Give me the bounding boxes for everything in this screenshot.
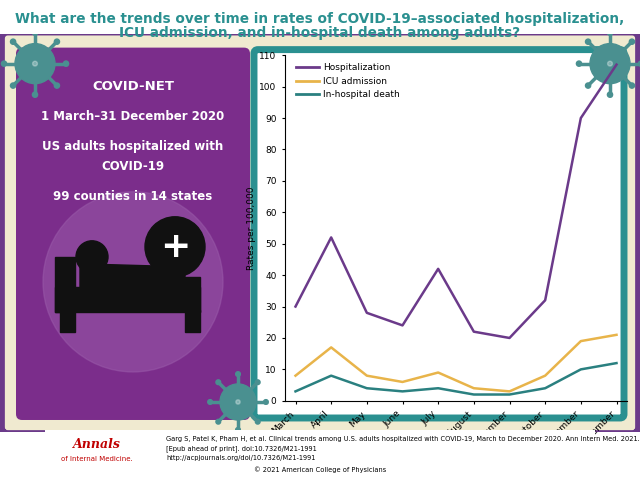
Text: © 2021 American College of Physicians: © 2021 American College of Physicians [254, 466, 386, 473]
Circle shape [33, 92, 38, 97]
Circle shape [236, 428, 241, 432]
Circle shape [602, 69, 609, 74]
Y-axis label: Rates per 100,000: Rates per 100,000 [248, 186, 257, 270]
Circle shape [629, 39, 634, 44]
Text: 1 March–31 December 2020: 1 March–31 December 2020 [42, 110, 225, 123]
Circle shape [15, 44, 55, 84]
Circle shape [28, 69, 33, 74]
Circle shape [607, 61, 612, 66]
Circle shape [216, 380, 221, 384]
Polygon shape [185, 277, 200, 312]
Circle shape [43, 192, 223, 372]
Circle shape [36, 69, 42, 74]
Text: US adults hospitalized with: US adults hospitalized with [42, 140, 223, 153]
Circle shape [236, 372, 241, 376]
Circle shape [607, 30, 612, 35]
Text: [Epub ahead of print]. doi:10.7326/M21-1991: [Epub ahead of print]. doi:10.7326/M21-1… [166, 445, 317, 452]
Circle shape [629, 83, 634, 88]
Circle shape [208, 400, 212, 404]
Polygon shape [60, 310, 75, 332]
Polygon shape [55, 287, 200, 312]
Text: of Internal Medicine.: of Internal Medicine. [61, 456, 133, 462]
Circle shape [590, 44, 630, 84]
Circle shape [41, 60, 47, 67]
Circle shape [255, 380, 260, 384]
Text: What are the trends over time in rates of COVID-19–associated hospitalization,: What are the trends over time in rates o… [15, 12, 625, 26]
Polygon shape [185, 310, 200, 332]
Text: Annals: Annals [73, 438, 121, 451]
Circle shape [33, 61, 37, 66]
FancyBboxPatch shape [23, 428, 617, 477]
Circle shape [145, 217, 205, 277]
X-axis label: Month: Month [437, 456, 475, 467]
Text: 99 counties in 14 states: 99 counties in 14 states [53, 190, 212, 203]
Circle shape [239, 406, 244, 412]
Circle shape [33, 30, 38, 35]
Circle shape [23, 60, 29, 67]
Text: COVID-19: COVID-19 [101, 160, 164, 173]
Circle shape [227, 399, 232, 405]
Legend: Hospitalization, ICU admission, In-hospital death: Hospitalization, ICU admission, In-hospi… [292, 60, 404, 103]
Circle shape [76, 241, 108, 273]
Circle shape [602, 53, 609, 59]
Circle shape [231, 406, 237, 412]
FancyBboxPatch shape [16, 48, 250, 420]
Circle shape [264, 400, 268, 404]
Circle shape [28, 53, 33, 59]
Circle shape [236, 400, 240, 404]
Text: ICU admission, and in-hospital death among adults?: ICU admission, and in-hospital death amo… [120, 26, 520, 40]
Text: +: + [160, 230, 190, 264]
Polygon shape [55, 257, 75, 312]
Polygon shape [80, 264, 185, 289]
Circle shape [220, 384, 256, 420]
Text: COVID-NET: COVID-NET [92, 80, 174, 93]
Circle shape [10, 83, 15, 88]
Circle shape [616, 60, 622, 67]
Text: Garg S, Patel K, Pham H, et al. Clinical trends among U.S. adults hospitalized w: Garg S, Patel K, Pham H, et al. Clinical… [166, 436, 639, 442]
Circle shape [216, 420, 221, 424]
Circle shape [36, 53, 42, 59]
Circle shape [577, 61, 582, 66]
Circle shape [231, 392, 237, 397]
Circle shape [54, 83, 60, 88]
FancyBboxPatch shape [0, 31, 640, 435]
Circle shape [586, 39, 591, 44]
Circle shape [607, 92, 612, 97]
Circle shape [611, 69, 618, 74]
Circle shape [255, 420, 260, 424]
Text: http://acpjournals.org/doi/10.7326/M21-1991: http://acpjournals.org/doi/10.7326/M21-1… [166, 456, 316, 461]
Circle shape [239, 392, 244, 397]
Circle shape [639, 61, 640, 66]
Circle shape [586, 83, 591, 88]
Circle shape [1, 61, 6, 66]
Circle shape [54, 39, 60, 44]
Circle shape [243, 399, 249, 405]
Circle shape [63, 61, 68, 66]
Circle shape [10, 39, 15, 44]
Circle shape [611, 53, 618, 59]
FancyBboxPatch shape [254, 49, 624, 418]
Circle shape [598, 60, 604, 67]
